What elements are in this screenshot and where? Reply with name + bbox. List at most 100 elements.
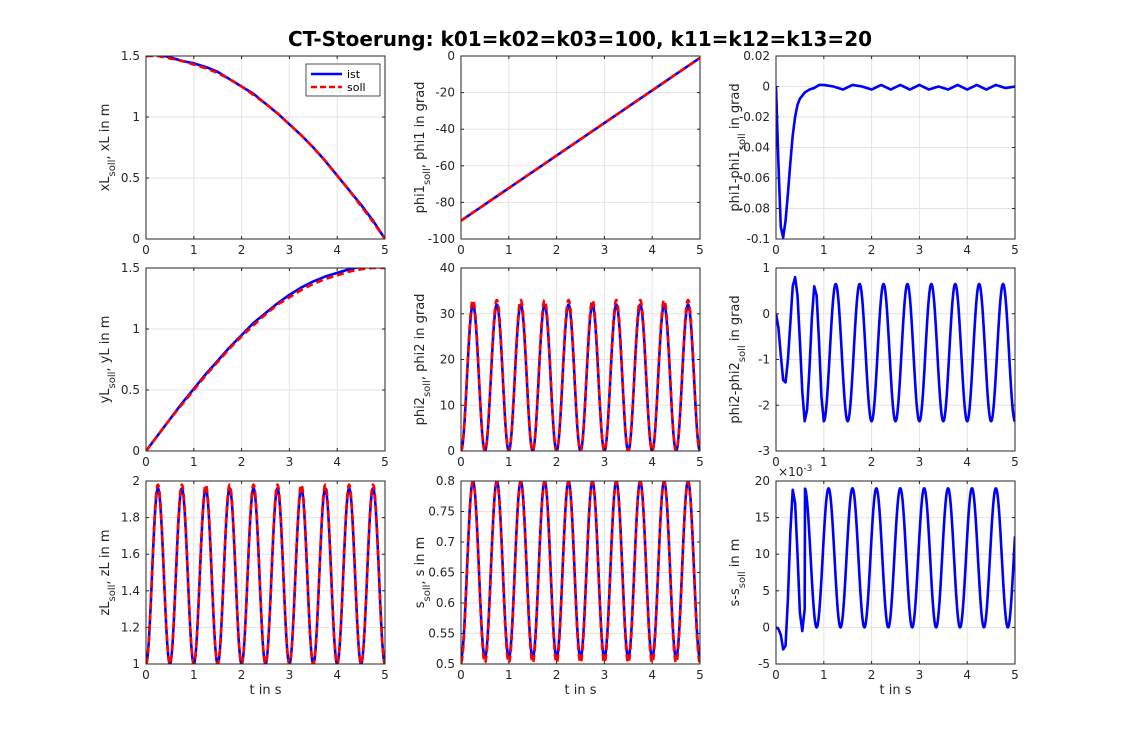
y-tick-label: -3 (758, 444, 770, 458)
y-tick-label: 0 (762, 307, 770, 321)
y-label-main: phi2 (413, 397, 428, 425)
x-tick-label: 1 (190, 668, 198, 682)
y-tick-label: 15 (755, 511, 770, 525)
x-tick-label: 0 (772, 455, 780, 469)
x-tick-label: 0 (772, 668, 780, 682)
series-group (146, 56, 385, 239)
series-group (776, 487, 1015, 651)
y-tick-label: 0.02 (743, 49, 770, 63)
x-tick-label: 5 (696, 243, 704, 257)
series-line-soll (146, 483, 385, 664)
subplot-p22: 0 1 2 3 4 5 0 10 20 30 40 phi2soll, phi2 in grad (413, 261, 704, 469)
x-tick-label: 4 (648, 455, 656, 469)
y-tick-label: 0.7 (436, 535, 455, 549)
series-group (461, 56, 700, 222)
y-label-main: phi2-phi2 (728, 362, 743, 423)
x-tick-label: 0 (142, 668, 150, 682)
x-tick-label: 2 (553, 455, 561, 469)
y-tick-label: 20 (440, 353, 455, 367)
y-tick-label: 40 (440, 261, 455, 275)
x-tick-label: 2 (238, 243, 246, 257)
y-label-main: yL (98, 388, 113, 404)
x-tick-label: 4 (333, 243, 341, 257)
x-tick-label: 0 (142, 243, 150, 257)
y-label-main: xL (98, 176, 113, 192)
y-label-subscript: soll (737, 571, 748, 588)
y-axis-label: phi2soll, phi2 in grad (413, 294, 433, 426)
series-line-soll (461, 298, 700, 451)
y-tick-label: 0.6 (436, 596, 455, 610)
y-label-subscript: soll (737, 133, 748, 150)
legend-box (305, 63, 381, 97)
x-tick-label: 1 (505, 455, 513, 469)
y-tick-label: -40 (435, 122, 455, 136)
x-tick-label: 3 (916, 243, 924, 257)
y-label-main: s (413, 601, 428, 608)
x-tick-label: 1 (505, 668, 513, 682)
y-tick-label: -0.02 (739, 110, 770, 124)
x-tick-label: 0 (772, 243, 780, 257)
y-tick-label: 0.5 (121, 383, 140, 397)
x-tick-label: 3 (286, 243, 294, 257)
y-label-subscript: soll (107, 372, 118, 389)
y-label-main: zL (98, 601, 113, 616)
y-label-rest: , yL in m (98, 316, 113, 372)
x-tick-label: 5 (1011, 668, 1019, 682)
x-tick-label: 2 (553, 668, 561, 682)
x-tick-label: 4 (648, 668, 656, 682)
y-label-rest: in m (728, 539, 743, 572)
y-tick-label: -100 (428, 232, 455, 246)
x-tick-label: 5 (696, 455, 704, 469)
y-tick-label: 0.5 (436, 657, 455, 671)
y-tick-label: -0.08 (739, 202, 770, 216)
subplot-p13: 0 1 2 3 4 5 -0.1 -0.08 -0.06 -0.04 -0.02 0 0.02 phi1-… (728, 49, 1019, 257)
x-tick-label: 3 (916, 668, 924, 682)
y-tick-label: 0.5 (121, 171, 140, 185)
y-label-main: phi1 (413, 185, 428, 213)
figure-title: CT-Stoerung: k01=k02=k03=100, k11=k12=k1… (288, 27, 872, 51)
y-axis-label: xLsoll, xL in m (98, 104, 118, 192)
y-tick-label: 1.4 (121, 584, 140, 598)
y-label-subscript: soll (107, 585, 118, 602)
y-label-subscript: soll (422, 585, 433, 602)
y-tick-label: 1 (132, 322, 140, 336)
y-tick-label: 10 (755, 547, 770, 561)
subplot-p12: 0 1 2 3 4 5 -100 -80 -60 -40 -20 0 phi1soll, phi1 in… (413, 49, 704, 257)
y-tick-label: 0 (447, 49, 455, 63)
axes-frame (145, 55, 386, 240)
x-tick-label: 3 (916, 455, 924, 469)
y-tick-label: -5 (758, 657, 770, 671)
y-tick-label: 0 (762, 80, 770, 94)
series-line-ist (776, 83, 1015, 239)
x-tick-label: 5 (381, 455, 389, 469)
y-tick-label: 0.65 (428, 566, 455, 580)
series-group (776, 275, 1015, 423)
y-tick-label: 0 (132, 444, 140, 458)
subplot-p21: 0 1 2 3 4 5 0 0.5 1 1.5 yLsoll, yL in m (98, 261, 389, 469)
series-line-ist (776, 487, 1015, 651)
x-tick-label: 4 (963, 455, 971, 469)
series-group (461, 481, 700, 664)
x-tick-label: 1 (820, 243, 828, 257)
y-label-rest: in grad (728, 83, 743, 133)
y-axis-label: ssoll, s in m (413, 537, 433, 609)
x-axis-label: t in s (250, 683, 282, 698)
x-tick-label: 1 (820, 455, 828, 469)
series-group (146, 483, 385, 664)
y-label-main: s-s (728, 588, 743, 606)
x-tick-label: 2 (553, 243, 561, 257)
y-label-main: phi1-phi1 (728, 150, 743, 211)
x-axis-label: t in s (565, 683, 597, 698)
x-axis-label: t in s (880, 683, 912, 698)
y-tick-label: -60 (435, 159, 455, 173)
x-tick-label: 0 (457, 243, 465, 257)
y-tick-label: -2 (758, 398, 770, 412)
y-label-rest: in grad (728, 295, 743, 345)
x-tick-label: 5 (1011, 243, 1019, 257)
series-group (776, 83, 1015, 239)
